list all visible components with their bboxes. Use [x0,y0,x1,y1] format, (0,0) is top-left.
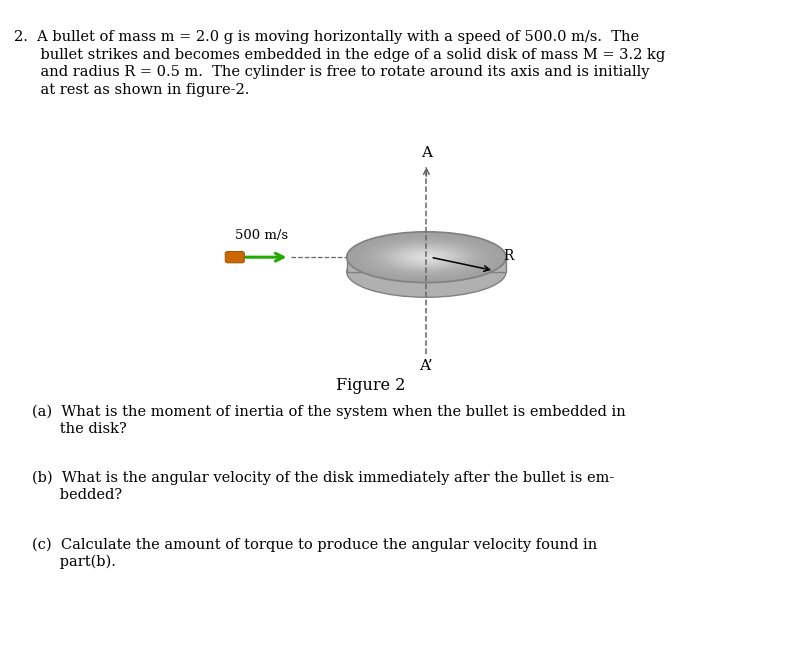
Polygon shape [347,257,506,272]
Ellipse shape [391,246,462,269]
Text: 500 m/s: 500 m/s [235,230,289,242]
Ellipse shape [375,240,478,274]
Ellipse shape [351,233,502,281]
Ellipse shape [360,236,493,278]
Text: bullet strikes and becomes embedded in the edge of a solid disk of mass M = 3.2 : bullet strikes and becomes embedded in t… [22,48,665,61]
Ellipse shape [369,238,484,276]
Ellipse shape [349,232,504,282]
Ellipse shape [372,240,480,275]
Ellipse shape [397,248,456,267]
Ellipse shape [381,242,472,272]
Ellipse shape [408,251,445,263]
Ellipse shape [347,246,506,297]
Ellipse shape [401,249,453,265]
Text: R: R [504,248,514,263]
Text: part(b).: part(b). [32,555,116,570]
Ellipse shape [398,248,454,266]
Ellipse shape [388,245,464,269]
Ellipse shape [404,250,448,264]
Ellipse shape [406,250,446,264]
Text: (b)  What is the angular velocity of the disk immediately after the bullet is em: (b) What is the angular velocity of the … [32,471,614,486]
Text: A’: A’ [419,359,434,373]
Ellipse shape [414,253,438,261]
Text: at rest as shown in figure-2.: at rest as shown in figure-2. [22,84,249,97]
Ellipse shape [384,244,469,271]
Ellipse shape [402,250,450,265]
Ellipse shape [395,247,458,267]
Ellipse shape [387,244,466,270]
Ellipse shape [365,238,488,277]
Ellipse shape [410,252,442,263]
Ellipse shape [352,234,501,281]
FancyBboxPatch shape [226,251,245,263]
Ellipse shape [363,237,490,277]
Ellipse shape [383,243,470,271]
Ellipse shape [422,256,430,259]
Text: A: A [421,146,432,160]
Ellipse shape [421,255,432,259]
Ellipse shape [371,239,482,275]
Text: the disk?: the disk? [32,422,127,436]
Text: and radius R = 0.5 m.  The cylinder is free to rotate around its axis and is ini: and radius R = 0.5 m. The cylinder is fr… [22,65,650,79]
Ellipse shape [377,241,477,273]
Ellipse shape [424,257,429,258]
Text: bedded?: bedded? [32,488,122,502]
Ellipse shape [413,253,440,262]
Ellipse shape [418,255,434,260]
Ellipse shape [379,242,474,273]
Ellipse shape [355,234,498,280]
Ellipse shape [347,232,506,283]
Text: 2.  A bullet of mass m = 2.0 g is moving horizontally with a speed of 500.0 m/s.: 2. A bullet of mass m = 2.0 g is moving … [14,30,639,44]
Ellipse shape [392,246,461,268]
Text: (c)  Calculate the amount of torque to produce the angular velocity found in: (c) Calculate the amount of torque to pr… [32,538,597,552]
Ellipse shape [357,235,496,279]
Ellipse shape [359,236,494,279]
Text: (a)  What is the moment of inertia of the system when the bullet is embedded in: (a) What is the moment of inertia of the… [32,404,626,419]
Ellipse shape [367,238,486,277]
Text: Figure 2: Figure 2 [336,377,406,394]
Ellipse shape [417,254,437,261]
